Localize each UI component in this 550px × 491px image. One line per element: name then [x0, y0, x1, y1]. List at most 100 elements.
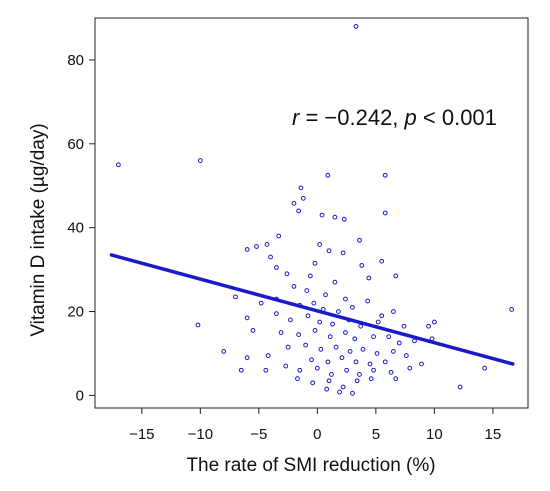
data-point: [221, 348, 227, 354]
data-point: [326, 248, 332, 254]
data-point: [298, 185, 304, 191]
data-point: [284, 271, 290, 277]
data-point: [482, 365, 488, 371]
data-point: [278, 330, 284, 335]
data-point: [312, 328, 318, 333]
data-point: [285, 344, 291, 350]
data-point: [357, 372, 362, 377]
data-point: [312, 260, 318, 266]
data-point: [273, 265, 279, 270]
r-value: = −0.242,: [299, 105, 404, 130]
y-axis-ticks: 0 20 40 60 80: [67, 52, 95, 404]
data-point: [233, 294, 238, 300]
data-point: [296, 208, 302, 214]
data-point: [303, 342, 309, 348]
data-point: [288, 317, 293, 323]
data-point: [375, 319, 381, 325]
data-point: [379, 313, 385, 319]
data-point: [318, 346, 324, 352]
data-point: [258, 300, 264, 306]
data-point: [330, 321, 335, 327]
data-point: [197, 158, 203, 163]
data-point: [353, 359, 359, 365]
data-point: [393, 376, 399, 382]
data-point: [509, 307, 515, 312]
data-point: [311, 300, 317, 306]
data-point: [431, 319, 437, 325]
data-point: [300, 195, 306, 201]
data-point: [401, 323, 407, 329]
y-tick-label: 60: [67, 136, 84, 153]
data-point: [339, 355, 345, 361]
data-point: [388, 369, 394, 375]
data-point: [357, 237, 362, 243]
data-point: [359, 263, 365, 268]
data-point: [325, 359, 331, 365]
data-point: [353, 23, 359, 29]
data-point: [310, 380, 316, 386]
x-axis-ticks: −15 −10 −5 0 5 10 15: [129, 408, 501, 443]
data-point: [343, 330, 348, 335]
p-symbol: p: [404, 105, 417, 130]
data-point: [340, 250, 346, 256]
data-point: [426, 323, 431, 329]
x-tick-label: −10: [188, 426, 213, 443]
r-symbol: r: [292, 105, 301, 130]
data-point: [391, 309, 396, 314]
y-tick-label: 0: [76, 387, 84, 404]
data-point: [283, 363, 289, 369]
data-point: [291, 200, 297, 206]
data-point: [367, 361, 373, 367]
data-point: [382, 210, 388, 216]
data-point: [403, 353, 409, 358]
x-tick-label: −15: [129, 426, 154, 443]
y-axis-title: Vitamin D intake (µg/day): [28, 123, 49, 336]
x-tick-label: 0: [313, 426, 321, 443]
y-tick-label: 80: [67, 52, 84, 69]
y-tick-label: 20: [67, 304, 84, 321]
data-point: [386, 334, 392, 340]
x-tick-label: −5: [250, 426, 267, 443]
data-point: [250, 328, 256, 333]
data-point: [244, 315, 250, 321]
data-point: [382, 172, 388, 178]
data-point: [336, 309, 341, 314]
data-point: [238, 367, 244, 373]
data-point: [337, 389, 342, 395]
data-point: [371, 334, 376, 340]
data-point: [273, 311, 279, 317]
data-point: [365, 298, 371, 304]
data-point: [350, 304, 355, 310]
data-point: [352, 336, 358, 342]
data-point: [360, 346, 366, 352]
data-point: [333, 344, 339, 350]
data-point: [309, 357, 314, 363]
data-point: [254, 244, 259, 249]
data-point: [379, 258, 385, 264]
data-point: [332, 214, 338, 220]
data-point: [396, 340, 402, 346]
data-point: [374, 351, 380, 356]
x-tick-label: 15: [485, 426, 502, 443]
data-point: [366, 275, 372, 281]
data-point: [343, 296, 348, 302]
data-point: [368, 376, 374, 382]
data-point: [265, 353, 271, 358]
data-point: [412, 338, 417, 344]
data-point: [328, 372, 334, 377]
data-point: [296, 332, 302, 338]
data-point: [325, 172, 331, 178]
plot-frame: [94, 17, 529, 409]
correlation-annotation: r = −0.242, p < 0.001: [292, 105, 497, 130]
data-point: [358, 323, 364, 329]
data-point: [391, 348, 396, 354]
data-point: [419, 361, 424, 367]
data-point: [323, 292, 328, 298]
data-point: [305, 313, 311, 319]
data-point: [344, 367, 350, 373]
data-point: [332, 279, 338, 285]
y-tick-label: 40: [67, 220, 84, 237]
data-point: [244, 355, 250, 361]
data-point: [319, 212, 325, 218]
